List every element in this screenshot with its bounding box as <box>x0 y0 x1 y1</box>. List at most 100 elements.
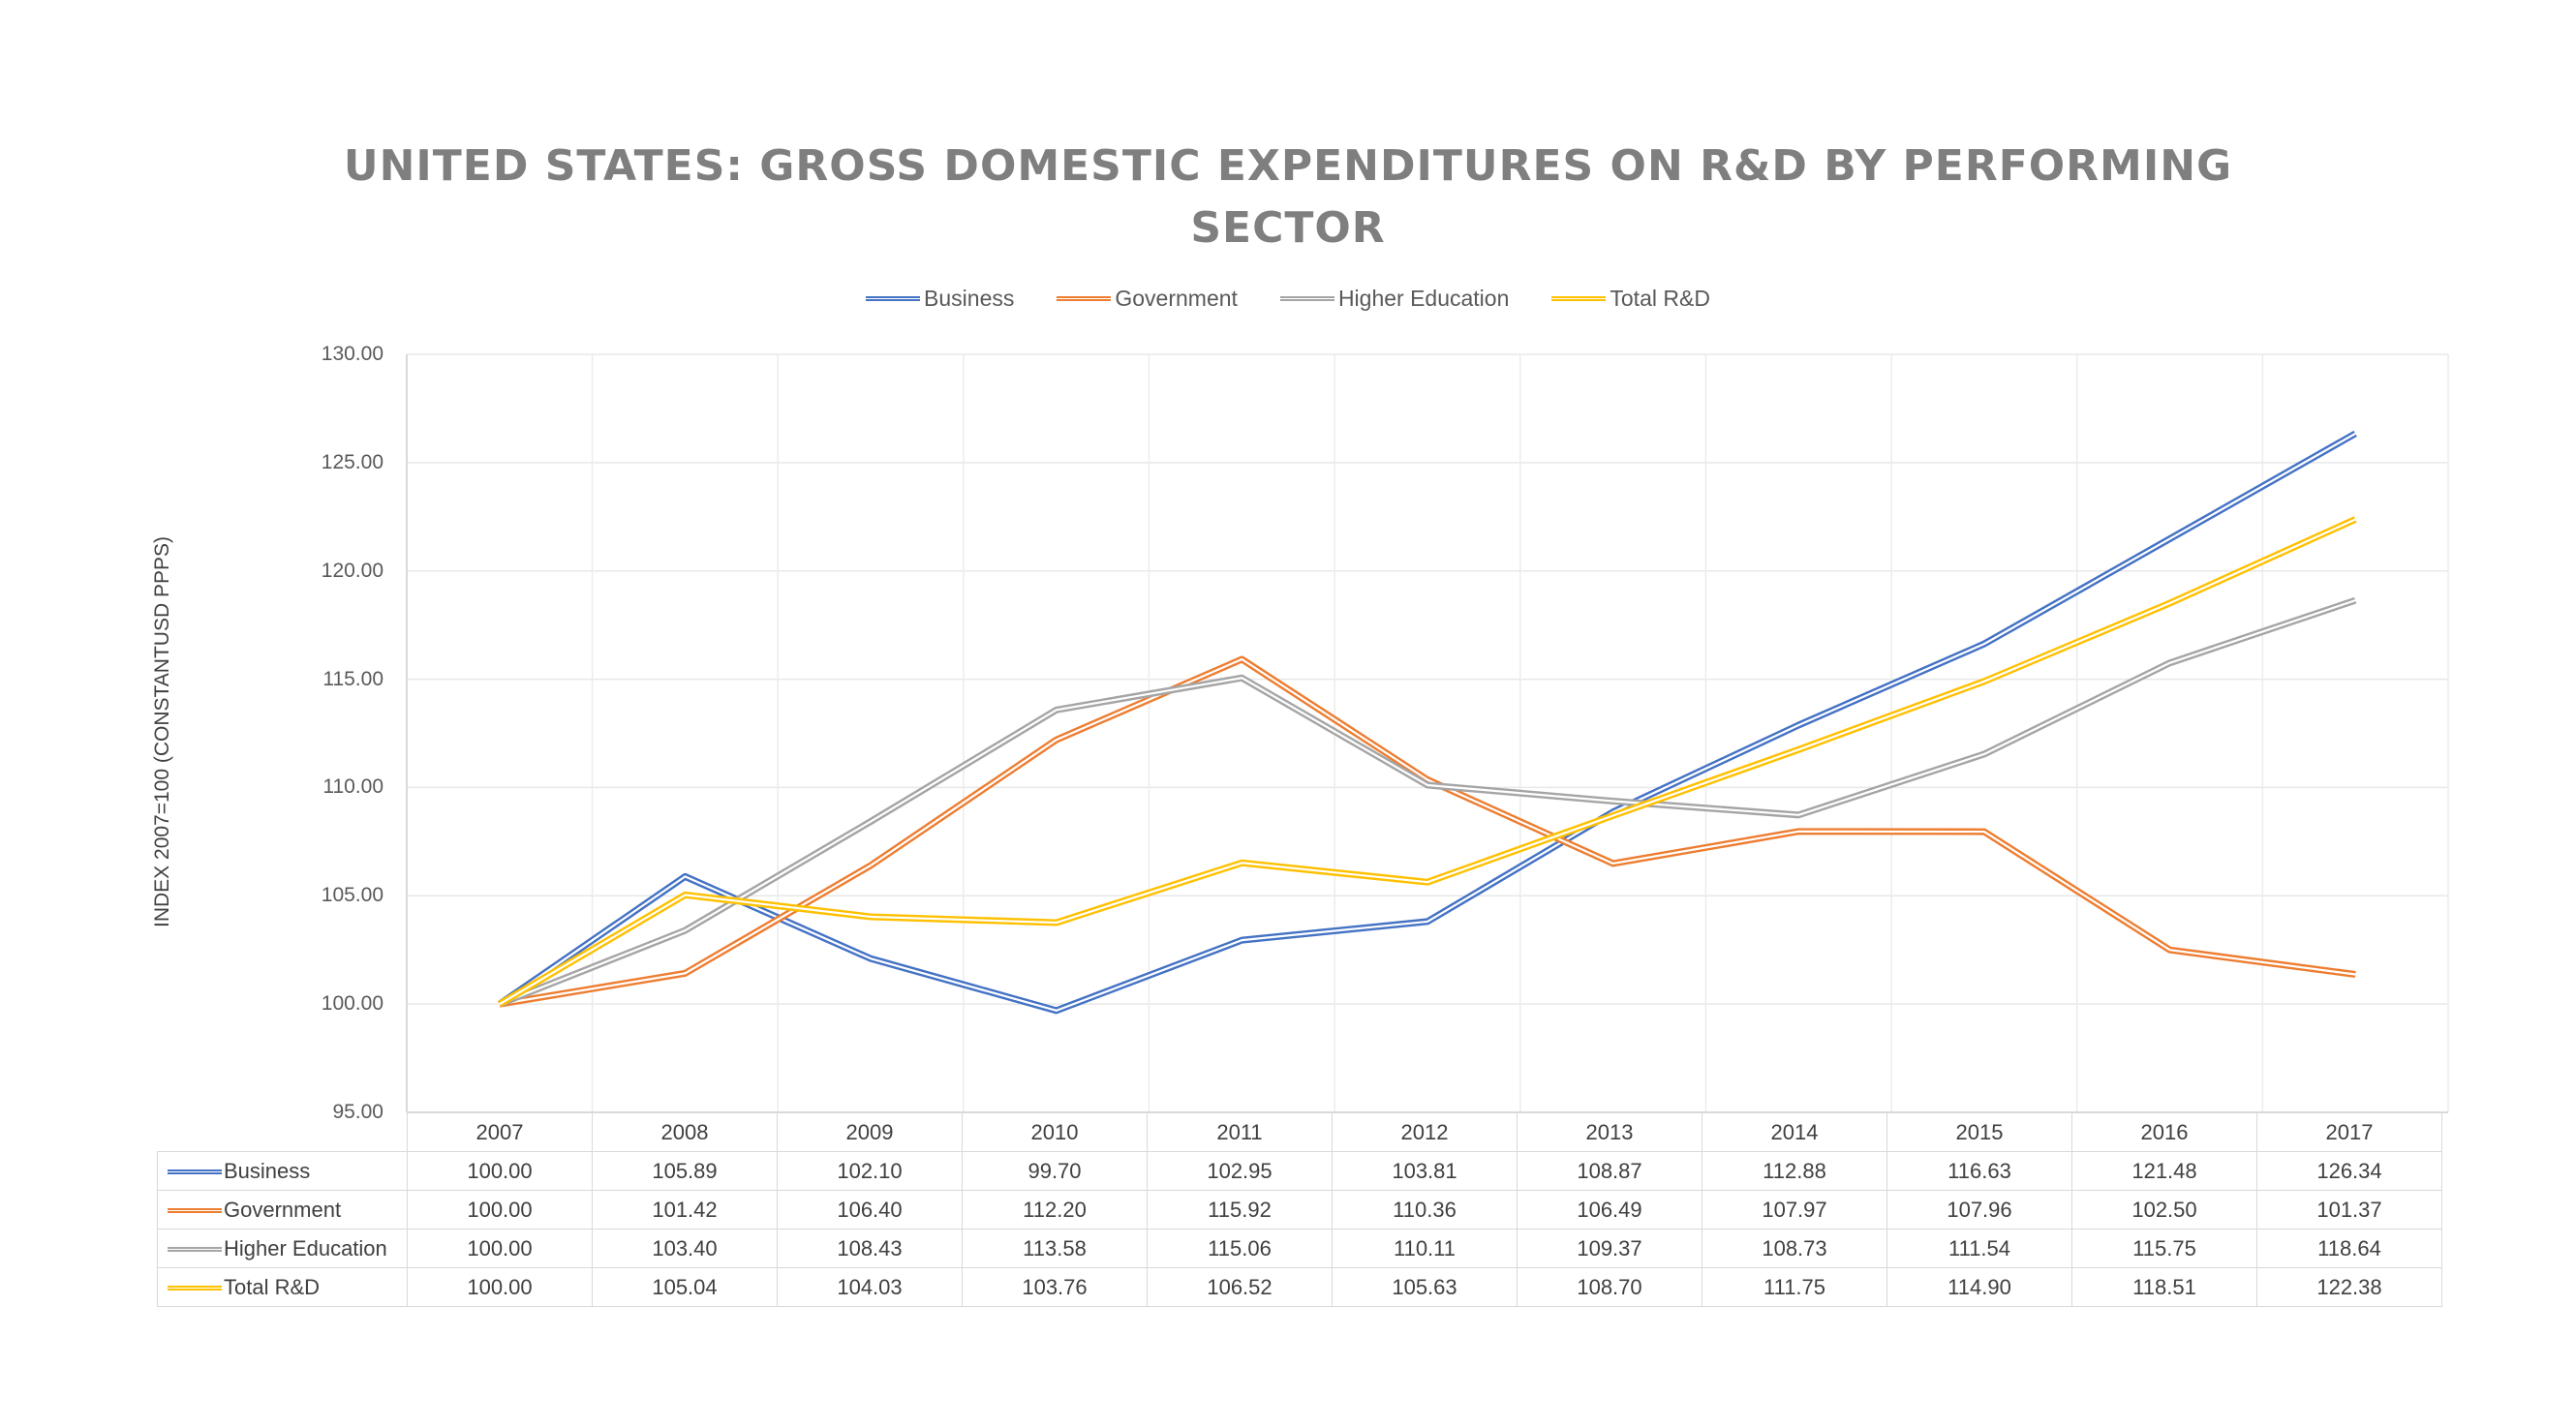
table-cell: 118.64 <box>2256 1229 2442 1268</box>
x-tick-label: 2009 <box>777 1112 963 1152</box>
table-cell: 126.34 <box>2256 1151 2442 1191</box>
table-cell: 103.81 <box>1332 1151 1518 1191</box>
table-cell: 107.96 <box>1886 1190 2072 1230</box>
y-tick-label: 120.00 <box>321 559 383 582</box>
table-cell: 110.36 <box>1332 1190 1518 1230</box>
table-cell: 108.87 <box>1517 1151 1702 1191</box>
table-cell: 112.88 <box>1702 1151 1887 1191</box>
legend-key-swatch <box>168 1247 222 1253</box>
legend-swatch <box>1279 296 1334 301</box>
legend-item-higher-education: Higher Education <box>1279 286 1510 312</box>
chart-legend: Business Government Higher Education Total … <box>0 286 2576 312</box>
y-tick-label: 115.00 <box>322 667 383 690</box>
table-cell: 118.51 <box>2071 1267 2257 1307</box>
table-cell: 102.50 <box>2071 1190 2257 1230</box>
data-table: 2007 2008 2009 2010 2011 2012 2013 2014 2015 2016… <box>157 1112 2442 1307</box>
table-cell: 111.54 <box>1886 1229 2072 1268</box>
data-table-body: Business 100.00 105.89 102.10 99.70 102.95 103… <box>157 1151 2442 1307</box>
table-cell: 112.20 <box>962 1190 1148 1230</box>
table-cell: 101.37 <box>2256 1190 2442 1230</box>
table-cell: 107.97 <box>1702 1190 1887 1230</box>
x-tick-label: 2016 <box>2071 1112 2257 1152</box>
table-row-header: Government <box>157 1190 408 1230</box>
x-tick-label: 2010 <box>962 1112 1148 1152</box>
table-cell: 103.76 <box>962 1267 1148 1307</box>
legend-label: Total R&D <box>1610 286 1710 311</box>
table-row: Total R&D 100.00 105.04 104.03 103.76 106.52 1… <box>157 1267 2442 1307</box>
table-cell: 109.37 <box>1517 1229 1702 1268</box>
table-cell: 108.73 <box>1702 1229 1887 1268</box>
table-cell: 115.92 <box>1147 1190 1333 1230</box>
table-cell: 113.58 <box>962 1229 1148 1268</box>
y-tick-label: 105.00 <box>321 884 383 907</box>
table-cell: 111.75 <box>1702 1267 1887 1307</box>
chart-title-line-2: SECTOR <box>1190 203 1386 253</box>
table-cell: 100.00 <box>407 1190 593 1230</box>
legend-item-government: Government <box>1057 286 1238 312</box>
data-table-header: 2007 2008 2009 2010 2011 2012 2013 2014 2015 2016… <box>157 1112 2442 1152</box>
x-tick-label: 2015 <box>1886 1112 2072 1152</box>
legend-swatch <box>1551 296 1607 301</box>
y-tick-label: 110.00 <box>322 775 383 799</box>
table-row-header: Higher Education <box>157 1229 408 1268</box>
x-tick-label: 2007 <box>407 1112 593 1152</box>
data-table-corner <box>157 1112 408 1152</box>
series-name: Total R&D <box>224 1274 321 1299</box>
table-cell: 108.70 <box>1517 1267 1702 1307</box>
legend-key-swatch <box>168 1169 222 1175</box>
table-row-header: Business <box>157 1151 408 1191</box>
chart-title-line-1: UNITED STATES: GROSS DOMESTIC EXPENDITUR… <box>343 141 2233 191</box>
table-row: Government 100.00 101.42 106.40 112.20 115.92… <box>157 1190 2442 1230</box>
table-cell: 100.00 <box>407 1229 593 1268</box>
legend-item-total-r-d: Total R&D <box>1551 286 1710 312</box>
table-cell: 115.75 <box>2071 1229 2257 1268</box>
y-tick-label: 130.00 <box>321 343 383 365</box>
y-axis-label: INDEX 2007=100 (CONSTANTUSD PPPS) <box>151 536 173 927</box>
table-cell: 105.04 <box>592 1267 778 1307</box>
legend-label: Higher Education <box>1337 286 1510 311</box>
table-cell: 105.89 <box>592 1151 778 1191</box>
x-tick-label: 2017 <box>2256 1112 2442 1152</box>
table-cell: 121.48 <box>2071 1151 2257 1191</box>
table-cell: 101.42 <box>592 1190 778 1230</box>
table-cell: 122.38 <box>2256 1267 2442 1307</box>
legend-swatch <box>866 296 921 301</box>
x-tick-label: 2011 <box>1147 1112 1333 1152</box>
table-cell: 102.95 <box>1147 1151 1333 1191</box>
legend-key-swatch <box>168 1286 222 1291</box>
series-name: Business <box>224 1158 311 1183</box>
legend-item-business: Business <box>866 286 1014 312</box>
legend-label: Business <box>924 286 1015 311</box>
table-cell: 100.00 <box>407 1267 593 1307</box>
table-row-header: Total R&D <box>157 1267 408 1307</box>
table-cell: 114.90 <box>1886 1267 2072 1307</box>
x-tick-label: 2012 <box>1332 1112 1518 1152</box>
legend-swatch <box>1057 296 1112 301</box>
chart-title: UNITED STATES: GROSS DOMESTIC EXPENDITUR… <box>0 136 2576 259</box>
table-cell: 105.63 <box>1332 1267 1518 1307</box>
table-cell: 106.52 <box>1147 1267 1333 1307</box>
legend-label: Government <box>1115 286 1238 311</box>
table-cell: 106.49 <box>1517 1190 1702 1230</box>
series-name: Higher Education <box>224 1235 387 1260</box>
x-tick-label: 2014 <box>1702 1112 1887 1152</box>
y-tick-label: 125.00 <box>321 450 383 473</box>
x-tick-label: 2013 <box>1517 1112 1702 1152</box>
table-cell: 106.40 <box>777 1190 963 1230</box>
legend-key-swatch <box>168 1208 222 1214</box>
table-cell: 104.03 <box>777 1267 963 1307</box>
table-cell: 102.10 <box>777 1151 963 1191</box>
table-row: Higher Education 100.00 103.40 108.43 113.58… <box>157 1229 2442 1268</box>
y-tick-label: 100.00 <box>321 992 383 1016</box>
table-cell: 116.63 <box>1886 1151 2072 1191</box>
table-cell: 110.11 <box>1332 1229 1518 1268</box>
series-name: Government <box>224 1197 342 1222</box>
table-row: Business 100.00 105.89 102.10 99.70 102.95 103… <box>157 1151 2442 1191</box>
table-cell: 99.70 <box>962 1151 1148 1191</box>
table-cell: 115.06 <box>1147 1229 1333 1268</box>
table-cell: 100.00 <box>407 1151 593 1191</box>
table-cell: 103.40 <box>592 1229 778 1268</box>
table-cell: 108.43 <box>777 1229 963 1268</box>
x-tick-label: 2008 <box>592 1112 778 1152</box>
